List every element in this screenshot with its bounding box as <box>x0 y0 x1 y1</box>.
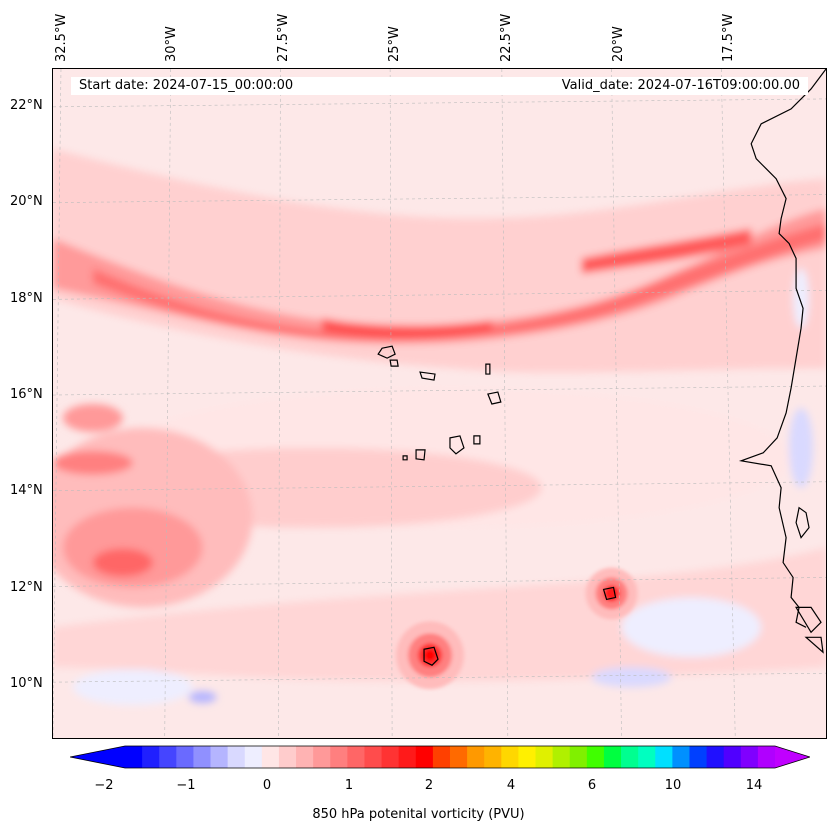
colorbar-segment <box>244 746 263 768</box>
latitude-label: 14°N <box>10 483 43 498</box>
colorbar-segment <box>603 746 622 768</box>
latitude-label: 10°N <box>10 676 43 691</box>
colorbar-segment <box>518 746 537 768</box>
colorbar-segment <box>450 746 468 768</box>
colorbar-segment <box>535 746 554 768</box>
pv-field <box>53 148 826 706</box>
colorbar-segment <box>227 746 246 768</box>
colorbar-segment <box>176 746 194 768</box>
valid-date-label: Valid_date: 2024-07-16T09:00:00.00 <box>561 78 800 93</box>
longitude-label: 30°W <box>164 26 179 62</box>
colorbar-segment <box>706 746 725 768</box>
colorbar-outline <box>70 745 810 769</box>
colorbar-segment <box>552 746 571 768</box>
colorbar-tick-label: 6 <box>587 778 597 793</box>
longitude-label: 22.5°W <box>499 13 514 62</box>
colorbar-segment <box>193 746 212 768</box>
colorbar-tick-label: 2 <box>424 778 434 793</box>
colorbar-segment <box>467 746 485 768</box>
longitude-label: 25°W <box>387 26 402 62</box>
longitude-label: 32.5°W <box>54 13 69 62</box>
colorbar-segment <box>142 746 160 768</box>
colorbar-segment <box>347 746 365 768</box>
colorbar-tick-label: 10 <box>664 778 682 793</box>
colorbar-segment <box>484 746 502 768</box>
latitude-label: 16°N <box>10 387 43 402</box>
colorbar-segment <box>501 746 519 768</box>
latitude-label: 12°N <box>10 580 43 595</box>
colorbar-segment <box>330 746 348 768</box>
colorbar-tick-label: −1 <box>176 778 196 793</box>
colorbar-label: 850 hPa potenital vorticity (PVU) <box>312 807 525 822</box>
colorbar-segment <box>125 746 143 768</box>
longitude-label: 27.5°W <box>276 13 291 62</box>
colorbar-segment <box>398 746 417 768</box>
colorbar-tick-label: −2 <box>94 778 114 793</box>
colorbar-segment <box>740 746 759 768</box>
latitude-label: 22°N <box>10 98 43 113</box>
start-date-label: Start date: 2024-07-15_00:00:00 <box>79 78 294 93</box>
longitude-label: 17.5°W <box>721 13 736 62</box>
colorbar-segment <box>381 746 400 768</box>
colorbar-segment <box>261 746 280 768</box>
colorbar-max-arrow <box>775 746 810 768</box>
colorbar-segment <box>313 746 331 768</box>
colorbar-segment <box>159 746 177 768</box>
colorbar-segment <box>655 746 673 768</box>
longitude-label: 20°W <box>611 26 626 62</box>
colorbar-segment <box>415 746 434 768</box>
colorbar-segment <box>689 746 708 768</box>
colorbar-tick-label: 0 <box>262 778 272 793</box>
coastlines <box>377 69 826 666</box>
colorbar <box>70 745 810 769</box>
colorbar-tick-label: 14 <box>745 778 763 793</box>
colorbar-segment <box>621 746 639 768</box>
latitude-label: 18°N <box>10 291 43 306</box>
colorbar-tick-label: 1 <box>344 778 354 793</box>
colorbar-segment <box>364 746 383 768</box>
latitude-label: 20°N <box>10 194 43 209</box>
colorbar-segment <box>757 746 776 768</box>
colorbar-segment <box>432 746 451 768</box>
colorbar-segment <box>210 746 229 768</box>
colorbar-segment <box>672 746 690 768</box>
colorbar-segment <box>723 746 742 768</box>
date-info-bar: Start date: 2024-07-15_00:00:00 Valid_da… <box>71 77 808 95</box>
colorbar-segment <box>296 746 314 768</box>
colorbar-segment <box>569 746 588 768</box>
colorbar-segment <box>638 746 656 768</box>
map-panel <box>52 68 827 739</box>
colorbar-segment <box>278 746 297 768</box>
colorbar-segment <box>586 746 605 768</box>
colorbar-min-arrow <box>70 746 125 768</box>
graticule <box>53 69 826 738</box>
pv-contour-map <box>53 69 826 738</box>
colorbar-tick-label: 4 <box>506 778 516 793</box>
